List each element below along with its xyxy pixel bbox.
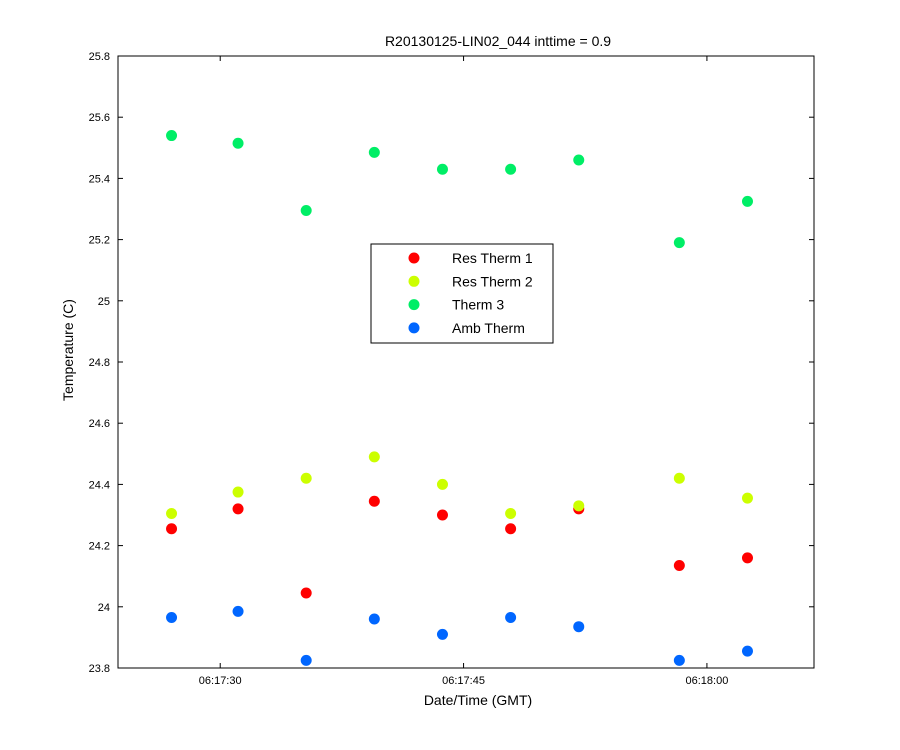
y-axis: 23.8 24 24.2 24.4 24.6 24.8 25 25.2 25.4 25.6 25.8: [89, 51, 814, 675]
y-tick-label: 25.2: [89, 235, 110, 247]
data-point-amb-therm: [232, 605, 244, 617]
chart-title: R20130125-LIN02_044 inttime = 0.9: [385, 33, 611, 49]
data-point-res-therm-1: [505, 523, 517, 535]
data-point-res-therm-2: [300, 472, 312, 484]
data-point-res-therm-2: [505, 507, 517, 519]
y-tick-label: 24: [98, 602, 110, 614]
legend-label-res-therm-2: Res Therm 2: [452, 273, 533, 289]
data-point-amb-therm: [741, 645, 753, 657]
data-point-therm-3: [166, 130, 178, 142]
data-point-therm-3: [300, 205, 312, 217]
y-tick-label: 25.8: [89, 51, 110, 63]
data-point-amb-therm: [166, 612, 178, 624]
data-point-res-therm-1: [166, 523, 178, 535]
x-axis: 06:17:30 06:17:45 06:18:00: [199, 56, 729, 687]
y-tick-label: 25.4: [89, 173, 110, 185]
plot-area: [117, 55, 815, 669]
legend-marker-res-therm-1: [408, 252, 420, 264]
data-point-therm-3: [741, 195, 753, 207]
data-points: [166, 130, 753, 666]
data-point-amb-therm: [368, 613, 380, 625]
data-point-res-therm-2: [741, 492, 753, 504]
data-point-therm-3: [232, 137, 244, 149]
data-point-therm-3: [573, 154, 585, 166]
data-point-res-therm-2: [166, 507, 178, 519]
data-point-amb-therm: [505, 612, 517, 624]
y-tick-label: 23.8: [89, 663, 110, 675]
x-axis-label: Date/Time (GMT): [424, 692, 532, 708]
data-point-therm-3: [505, 163, 517, 175]
x-tick-label: 06:17:45: [442, 675, 485, 687]
y-tick-label: 24.4: [89, 479, 110, 491]
legend-marker-res-therm-2: [408, 275, 420, 287]
data-point-res-therm-1: [300, 587, 312, 599]
data-point-res-therm-2: [368, 451, 380, 463]
data-point-res-therm-1: [673, 559, 685, 571]
legend-label-therm-3: Therm 3: [452, 297, 504, 313]
data-point-res-therm-1: [741, 552, 753, 564]
data-point-therm-3: [673, 237, 685, 249]
x-tick-label: 06:18:00: [686, 675, 729, 687]
data-point-res-therm-2: [436, 478, 448, 490]
legend-label-amb-therm: Amb Therm: [452, 320, 525, 336]
data-point-amb-therm: [436, 628, 448, 640]
data-point-therm-3: [368, 146, 380, 158]
data-point-res-therm-2: [232, 486, 244, 498]
legend-box: [370, 243, 554, 344]
data-point-therm-3: [436, 163, 448, 175]
data-point-res-therm-1: [232, 503, 244, 515]
data-point-amb-therm: [673, 654, 685, 666]
data-point-res-therm-1: [436, 509, 448, 521]
data-point-res-therm-2: [573, 500, 585, 512]
data-point-amb-therm: [573, 621, 585, 633]
y-tick-label: 24.2: [89, 541, 110, 553]
legend-label-res-therm-1: Res Therm 1: [452, 250, 533, 266]
data-point-res-therm-2: [673, 472, 685, 484]
legend-marker-amb-therm: [408, 322, 420, 334]
data-point-amb-therm: [300, 654, 312, 666]
y-tick-label: 25.6: [89, 112, 110, 124]
y-tick-label: 24.8: [89, 357, 110, 369]
y-axis-label: Temperature (C): [60, 299, 76, 401]
legend: Res Therm 1 Res Therm 2 Therm 3 Amb Therm: [370, 243, 554, 344]
y-tick-label: 25: [98, 296, 110, 308]
x-tick-label: 06:17:30: [199, 675, 242, 687]
y-tick-label: 24.6: [89, 418, 110, 430]
data-point-res-therm-1: [368, 495, 380, 507]
legend-marker-therm-3: [408, 299, 420, 311]
